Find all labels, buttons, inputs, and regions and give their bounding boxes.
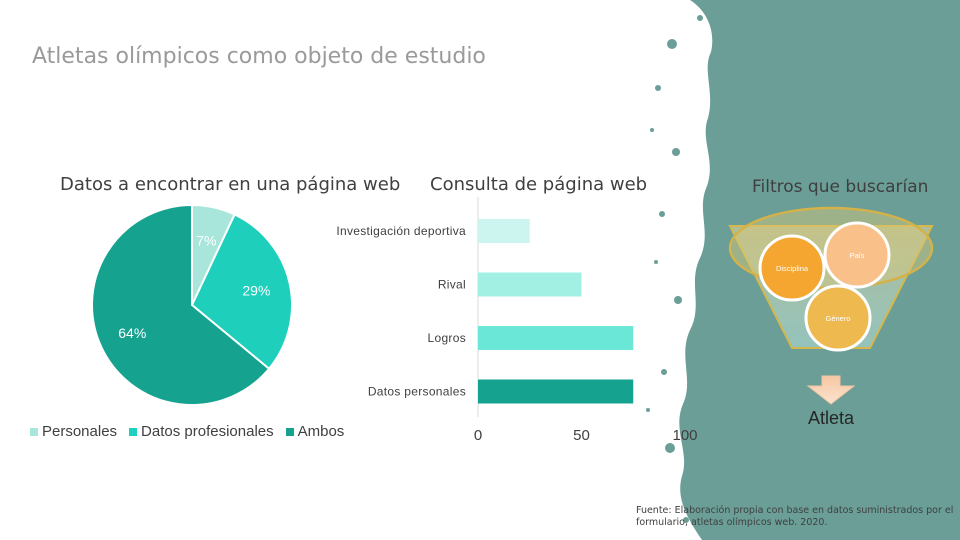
bar-chart: Investigación deportiva Rival Logros Datos …: [336, 197, 698, 444]
legend-label-personales: Personales: [42, 423, 118, 440]
legend-label-profesionales: Datos profesionales: [141, 423, 274, 440]
bar-x-tick-2: 100: [672, 427, 697, 444]
legend-swatch-profesionales: [129, 427, 138, 436]
funnel-result: Atleta: [808, 408, 855, 428]
funnel-item-pais-label: País: [849, 251, 864, 260]
pie-data-label-2: 64%: [118, 325, 146, 341]
slide-title: Atletas olímpicos como objeto de estudio: [32, 44, 486, 69]
source-note: Fuente: Elaboración propia con base en d…: [636, 505, 954, 528]
pie-chart-title: Datos a encontrar en una página web: [60, 174, 401, 195]
pie-data-label-1: 29%: [242, 283, 270, 299]
legend-swatch-ambos: [285, 427, 294, 436]
pie-chart: 7% 29% 64%: [91, 203, 293, 406]
splash-droplets: [646, 4, 758, 523]
legend-item-personales: Personales: [30, 423, 117, 440]
pie-data-label-0: 7%: [196, 233, 216, 249]
bar-category-label-1: Rival: [438, 278, 466, 292]
pie-legend: Personales Datos profesionales Ambos: [30, 423, 344, 440]
bar-x-tick-0: 0: [474, 427, 482, 444]
funnel-item-genero-label: Género: [825, 314, 850, 323]
legend-item-ambos: Ambos: [285, 423, 345, 440]
funnel-item-disciplina: [758, 234, 826, 302]
funnel-item-genero: [804, 284, 872, 352]
funnel-item-pais: [823, 221, 891, 289]
legend-item-profesionales: Datos profesionales: [129, 423, 274, 440]
funnel-title: Filtros que buscarían: [752, 177, 929, 197]
funnel-item-disciplina-label: Disciplina: [776, 264, 809, 273]
bar-category-label-2: Logros: [428, 331, 467, 345]
bar-chart-title: Consulta de página web: [430, 174, 648, 195]
legend-label-ambos: Ambos: [297, 423, 345, 440]
down-arrow-icon: [806, 375, 856, 405]
pie-slice-2: [91, 203, 271, 406]
bar-category-label-0: Investigación deportiva: [336, 224, 466, 238]
bar-2: [478, 326, 634, 350]
legend-swatch-personales: [30, 427, 38, 436]
bar-category-label-3: Datos personales: [368, 385, 466, 399]
bar-x-tick-1: 50: [573, 427, 590, 444]
bar-3: [478, 379, 634, 404]
funnel-diagram: Disciplina País Género Atleta: [728, 206, 934, 428]
bar-1: [478, 272, 582, 297]
pie-slice-1: [190, 213, 293, 371]
bar-0: [478, 219, 530, 243]
